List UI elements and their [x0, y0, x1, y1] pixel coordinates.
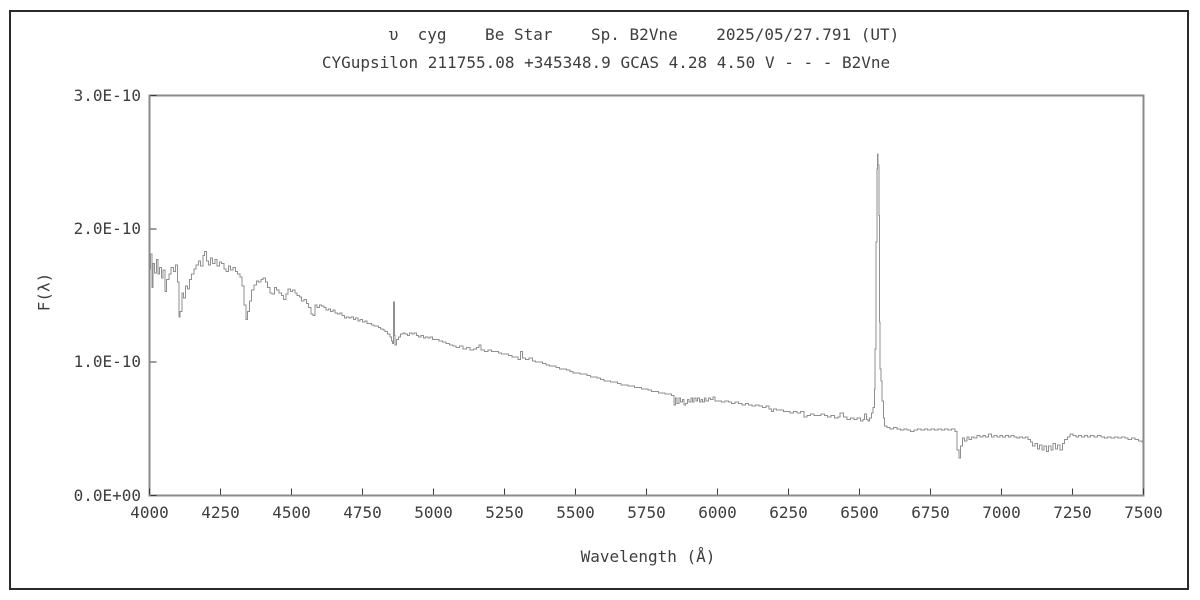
x-tick-label: 4500 [272, 503, 311, 522]
chart-title: υ cyg Be Star Sp. B2Vne 2025/05/27.791 (… [388, 25, 900, 44]
x-tick-label: 7500 [1124, 503, 1163, 522]
x-axis-title: Wavelength (Å) [580, 547, 716, 566]
spectrum-trace [149, 153, 1144, 459]
x-tick-label: 6500 [840, 503, 879, 522]
y-tick-label: 3.0E-10 [73, 85, 141, 105]
x-tick-label: 5250 [485, 503, 524, 522]
x-tick-label: 7250 [1053, 503, 1092, 522]
x-tick-label: 6750 [911, 503, 950, 522]
x-tick-label: 5750 [627, 503, 666, 522]
x-tick-label: 5500 [556, 503, 595, 522]
figure-border [9, 10, 1189, 590]
x-tick-label: 6000 [698, 503, 737, 522]
x-tick-label: 4000 [130, 503, 169, 522]
x-tick-label: 5000 [414, 503, 453, 522]
plot-frame [148, 94, 1145, 497]
y-tick-label: 2.0E-10 [73, 218, 141, 238]
chart-subtitle: CYGupsilon 211755.08 +345348.9 GCAS 4.28… [321, 53, 891, 72]
y-tick-label: 0.0E+00 [73, 485, 141, 505]
x-tick-label: 4750 [343, 503, 382, 522]
x-tick-label: 4250 [201, 503, 240, 522]
y-tick-label: 1.0E-10 [73, 352, 141, 372]
x-tick-label: 6250 [769, 503, 808, 522]
y-axis-title: F(λ) [34, 272, 54, 312]
x-tick-label: 7000 [982, 503, 1021, 522]
